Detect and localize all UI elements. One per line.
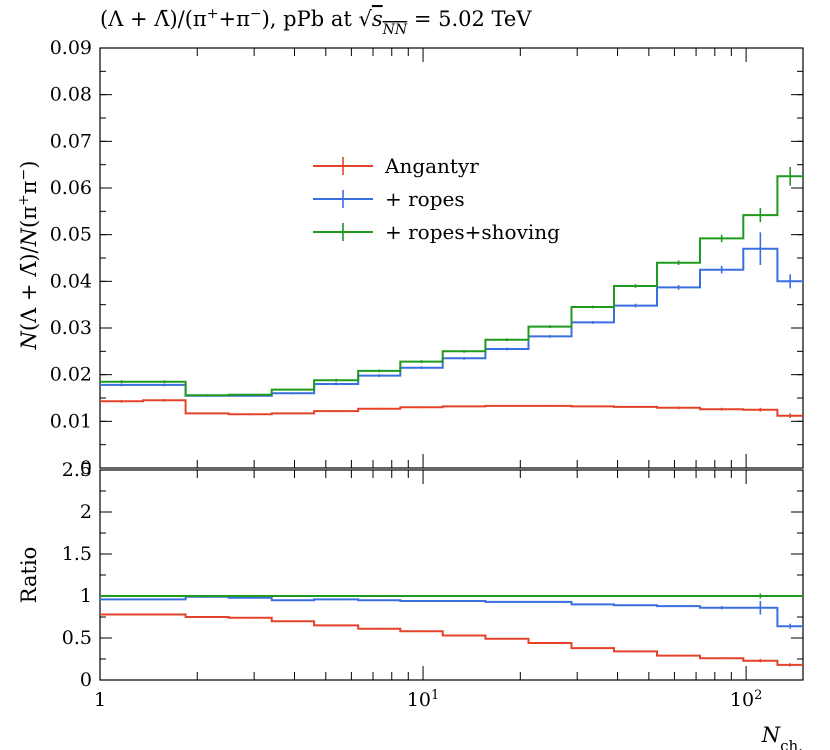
- ratio-panel: 0 0.5 1 1.5 2 2.5 1 101 102: [62, 459, 804, 712]
- ratio-series-line-2: [100, 595, 803, 628]
- main-series-line-3: [100, 175, 803, 397]
- main-y-tick-label: 0.06: [50, 177, 92, 199]
- x-tick-label: 1: [94, 689, 106, 711]
- main-y-tick-label: 0.09: [50, 37, 92, 59]
- main-panel: 0 0.01 0.02 0.03 0.04 0.05 0.06 0.07 0.08 0.09: [50, 37, 804, 479]
- ratio-y-tick-label: 2.5: [62, 459, 92, 481]
- ratio-y-tick-label: 2: [80, 501, 92, 523]
- main-y-tick-label: 0.03: [50, 317, 92, 339]
- ratio-frame: [99, 469, 804, 681]
- main-y-tick-label: 0.08: [50, 84, 92, 106]
- x-axis-label: Nch.: [761, 723, 803, 750]
- main-frame: [99, 47, 804, 469]
- main-series-line-1: [100, 399, 803, 417]
- x-tick-label: 102: [730, 688, 762, 712]
- main-y-axis-label: N(Λ + Λ̄)/N(π+π−): [16, 161, 41, 351]
- ratio-y-tick-label: 0: [80, 669, 92, 691]
- main-series-line-2: [100, 247, 803, 397]
- x-tick-label: 101: [407, 688, 439, 712]
- main-y-tick-label: 0.07: [50, 130, 92, 152]
- ratio-y-tick-label: 1.5: [62, 543, 92, 565]
- main-y-tick-label: 0.04: [50, 270, 92, 292]
- ratio-y-tick-label: 0.5: [62, 627, 92, 649]
- legend-label: Angantyr: [384, 154, 479, 178]
- legend-label: + ropes+shoving: [385, 220, 560, 244]
- main-y-tick-label: 0.05: [50, 224, 92, 246]
- chart-title: (Λ + Λ̄)/(π++π−), pPb at √sNN = 5.02 TeV: [100, 6, 532, 38]
- main-y-tick-label: 0.02: [50, 364, 92, 386]
- ratio-series-line-1: [100, 613, 803, 666]
- ratio-y-tick-label: 1: [80, 585, 92, 607]
- legend: Angantyr + ropes + ropes+shoving: [313, 154, 560, 244]
- legend-label: + ropes: [385, 187, 465, 211]
- main-y-tick-label: 0.01: [50, 410, 92, 432]
- main-y-tick-label: 0: [80, 457, 92, 479]
- ratio-y-axis-label: Ratio: [17, 547, 41, 604]
